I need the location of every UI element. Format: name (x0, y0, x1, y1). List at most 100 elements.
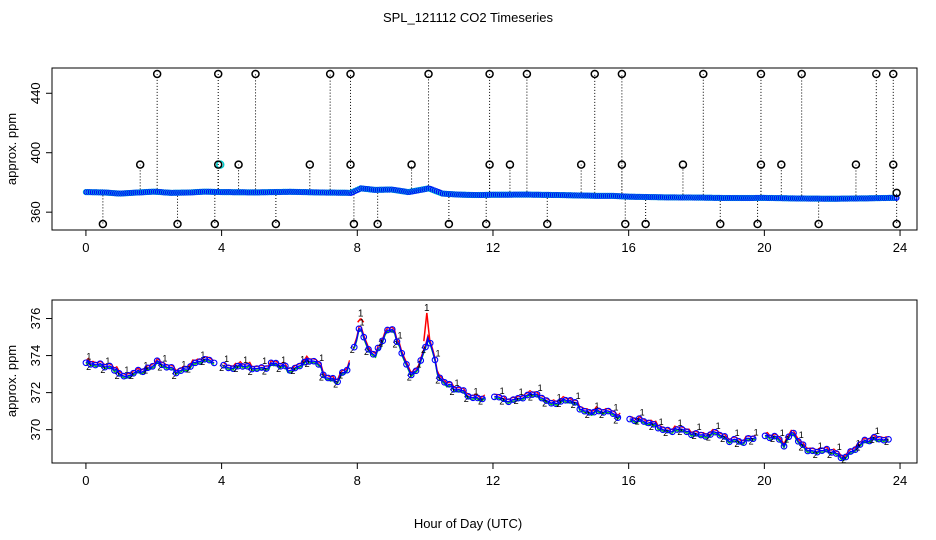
red-series-marker: 1 (576, 391, 581, 401)
x-tick-label: 0 (82, 473, 89, 488)
top-plot-frame (51, 67, 918, 231)
x-tick-label: 4 (218, 473, 225, 488)
outlier-point (135, 160, 145, 169)
green-series-marker: 2 (499, 396, 504, 406)
x-tick-label: 8 (354, 473, 361, 488)
green-series-marker: 2 (200, 357, 205, 367)
green-series-marker: 2 (799, 442, 804, 452)
red-series-marker: 1 (538, 383, 543, 393)
blue-series-marker (343, 366, 351, 374)
green-series-marker: 2 (599, 410, 604, 420)
top-y-axis: 360 400 440 (28, 82, 52, 223)
outlier-point (173, 219, 182, 229)
outlier-point (777, 160, 786, 169)
blue-series-marker (334, 378, 341, 386)
green-series-marker: 2 (157, 363, 162, 373)
blue-series-marker (533, 390, 541, 398)
red-series-marker: 1 (735, 428, 740, 438)
blue-series-marker (614, 414, 622, 421)
y-tick-label: 374 (28, 345, 43, 367)
green-series-marker: 2 (635, 416, 640, 426)
blue-series-marker (851, 446, 859, 453)
red-series-marker: 1 (243, 355, 248, 365)
x-tick-label: 12 (486, 473, 500, 488)
bottom-plot-frame (51, 299, 918, 464)
blue-series-marker (635, 415, 643, 422)
bottom-y-axis: 370 372 374 376 (28, 308, 52, 441)
green-series-marker: 2 (100, 365, 105, 375)
blue-series-marker (163, 363, 171, 371)
x-tick-label: 16 (621, 473, 635, 488)
blue-series-marker (310, 357, 318, 365)
blue-series-marker (600, 409, 607, 416)
outlier-point (872, 69, 881, 79)
green-series-marker: 2 (720, 434, 725, 444)
blue-series-marker (315, 361, 322, 368)
red-series-marker: 1 (716, 421, 721, 431)
y-tick-label: 372 (28, 382, 43, 404)
green-series-marker: 2 (749, 436, 754, 446)
blue-series-marker (445, 380, 453, 388)
red-series-marker: 1 (614, 402, 619, 412)
outlier-point (641, 219, 650, 229)
red-series-marker: 1 (697, 422, 702, 432)
blue-series-marker (460, 387, 467, 394)
outlier-point (305, 160, 315, 169)
green-series-marker: 2 (364, 347, 369, 357)
outlier-point (349, 219, 359, 229)
outlier-point (892, 188, 901, 198)
outlier-point (892, 219, 901, 229)
green-series-marker: 2 (233, 364, 238, 374)
blue-series-marker (225, 364, 232, 372)
outlier-point (753, 219, 762, 229)
red-series-marker: 1 (640, 407, 645, 417)
outlier-point (522, 69, 532, 79)
blue-series-marker (431, 356, 439, 364)
top-baseline-series (82, 185, 900, 202)
red-series-marker: 1 (473, 386, 478, 396)
blue-series-marker (220, 361, 227, 369)
blue-series-marker (120, 372, 128, 380)
outlier-point (505, 160, 515, 169)
red-series-marker: 1 (519, 387, 524, 397)
green-series-marker: 2 (464, 394, 469, 404)
red-series-marker: 1 (162, 353, 167, 363)
blue-series-marker (581, 407, 588, 415)
blue-series-marker (234, 362, 242, 370)
green-series-marker: 2 (884, 437, 889, 447)
blue-series-marker (799, 441, 807, 449)
blue-series-marker (379, 337, 387, 345)
blue-series-marker (87, 360, 95, 368)
red-series-marker: 1 (359, 317, 364, 327)
green-series-marker: 2 (407, 373, 412, 383)
outlier-point (756, 69, 766, 79)
x-tick-label: 24 (893, 473, 907, 488)
red-series-marker: 1 (678, 418, 683, 428)
blue-series-marker (856, 441, 864, 448)
red-series-marker: 1 (319, 353, 324, 363)
blue-series-marker (187, 363, 194, 370)
outlier-point (346, 160, 355, 169)
blue-series-marker (350, 343, 358, 351)
outlier-point (485, 69, 494, 79)
blue-series-marker (426, 339, 434, 347)
red-spike-label: 1 (358, 309, 364, 320)
blue-series-marker (244, 362, 251, 370)
blue-series-marker (557, 398, 565, 405)
blue-series-marker (571, 399, 579, 406)
outlier-point (152, 69, 162, 79)
green-series-marker: 2 (813, 450, 818, 460)
red-series-marker: 1 (181, 359, 186, 369)
x-tick-label: 0 (82, 240, 89, 255)
outlier-point (756, 160, 766, 169)
blue-series-marker (585, 408, 593, 416)
green-series-marker: 2 (571, 400, 576, 410)
green-series-marker: 2 (841, 455, 846, 465)
outlier-point (271, 219, 281, 229)
blue-series-marker (365, 345, 372, 353)
outlier-point (590, 69, 599, 79)
red-spike (426, 312, 431, 342)
outlier-point (407, 160, 416, 169)
blue-series-marker (650, 420, 657, 428)
blue-series-marker (130, 369, 137, 377)
